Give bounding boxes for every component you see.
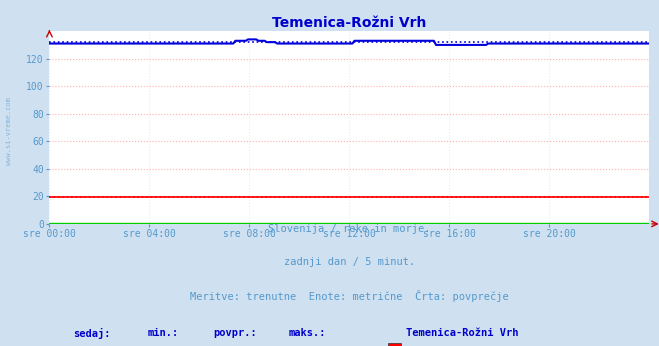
Text: Slovenija / reke in morje.: Slovenija / reke in morje. [268, 224, 430, 234]
Text: zadnji dan / 5 minut.: zadnji dan / 5 minut. [283, 257, 415, 267]
Text: sedaj:: sedaj: [72, 328, 110, 339]
Text: Temenica-Rožni Vrh: Temenica-Rožni Vrh [406, 328, 519, 338]
Text: maks.:: maks.: [289, 328, 326, 338]
Title: Temenica-Rožni Vrh: Temenica-Rožni Vrh [272, 16, 426, 30]
Text: povpr.:: povpr.: [214, 328, 257, 338]
Text: min.:: min.: [148, 328, 179, 338]
Text: Meritve: trenutne  Enote: metrične  Črta: povprečje: Meritve: trenutne Enote: metrične Črta: … [190, 290, 509, 302]
Text: www.si-vreme.com: www.si-vreme.com [5, 98, 12, 165]
FancyBboxPatch shape [388, 343, 401, 346]
